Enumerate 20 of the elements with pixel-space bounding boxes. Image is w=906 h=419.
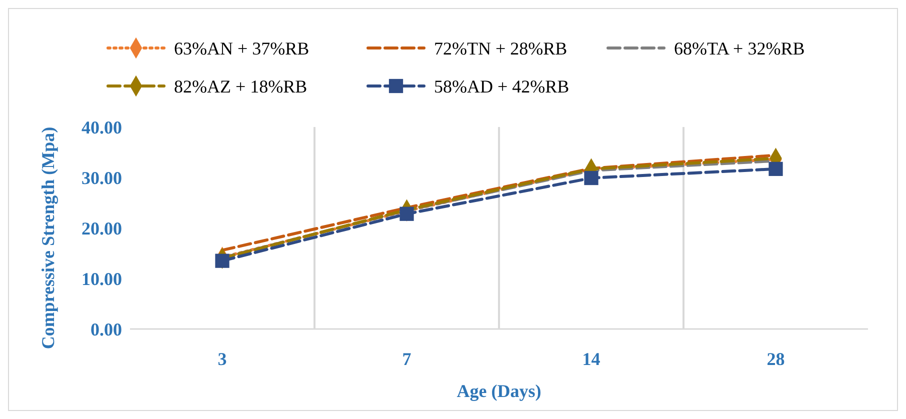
point <box>584 170 598 186</box>
legend-label: 72%TN + 28%RB <box>434 38 568 58</box>
point <box>400 206 414 221</box>
legend-label: 58%AD + 42%RB <box>434 76 570 96</box>
y-tick-label: 10.00 <box>82 268 122 289</box>
x-tick-label: 7 <box>402 349 412 369</box>
y-tick-label: 20.00 <box>82 218 122 238</box>
point <box>768 162 783 176</box>
legend-label: 82%AZ + 18%RB <box>174 76 308 96</box>
y-tick-label: 0.00 <box>90 319 122 340</box>
legend-label: 68%TA + 32%RB <box>674 38 805 58</box>
x-axis-title: Age (Days) <box>456 381 542 401</box>
legend-label: 63%AN + 37%RB <box>174 38 310 58</box>
x-tick-label: 14 <box>582 349 600 369</box>
y-tick-label: 30.00 <box>82 168 122 188</box>
y-axis-title: Compressive Strength (Mpa) <box>38 126 58 350</box>
point <box>215 254 230 268</box>
y-tick-label: 40.00 <box>82 117 122 138</box>
x-tick-label: 28 <box>766 349 785 369</box>
x-tick-label: 3 <box>218 349 227 369</box>
